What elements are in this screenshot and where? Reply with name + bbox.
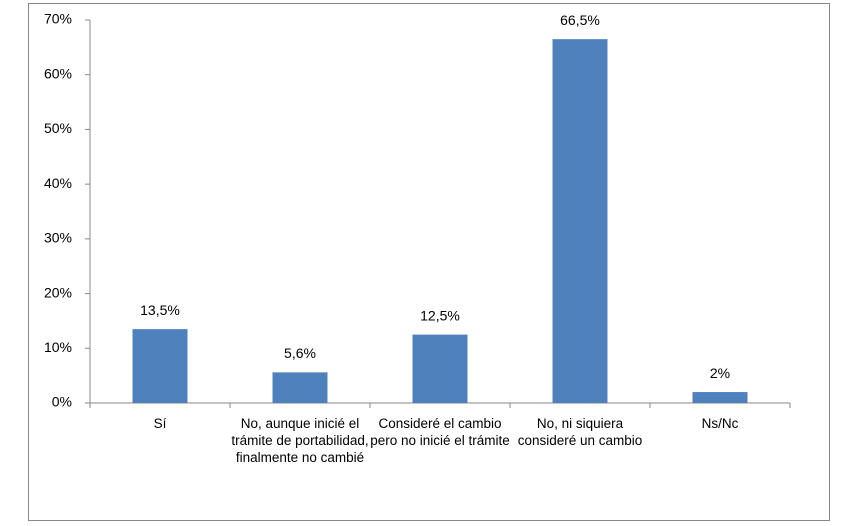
chart-frame [28,3,830,521]
y-tick-label: 60% [44,65,72,81]
y-tick-label: 50% [44,120,72,136]
y-tick-label: 70% [44,11,72,27]
bar [412,334,468,403]
data-label: 12,5% [420,307,460,323]
x-tick-label: No, ni siquiera consideré un cambio [517,416,643,448]
x-tick-label: Consideré el cambio pero no inicié el tr… [370,416,510,448]
y-tick-label: 20% [44,284,72,300]
x-tick-label: Sí [153,416,167,431]
y-tick-label: 0% [52,394,72,410]
bar [132,329,188,403]
data-label: 66,5% [560,12,600,28]
y-tick-label: 10% [44,339,72,355]
bar [552,39,608,404]
data-label: 2% [710,365,730,381]
bar [692,392,748,403]
y-tick-label: 40% [44,175,72,191]
y-tick-label: 30% [44,230,72,246]
data-label: 13,5% [140,302,180,318]
x-tick-label: No, aunque inicié el trámite de portabil… [231,416,369,465]
x-tick-label: Ns/Nc [701,416,739,431]
data-label: 5,6% [284,345,316,361]
bar [272,372,328,403]
